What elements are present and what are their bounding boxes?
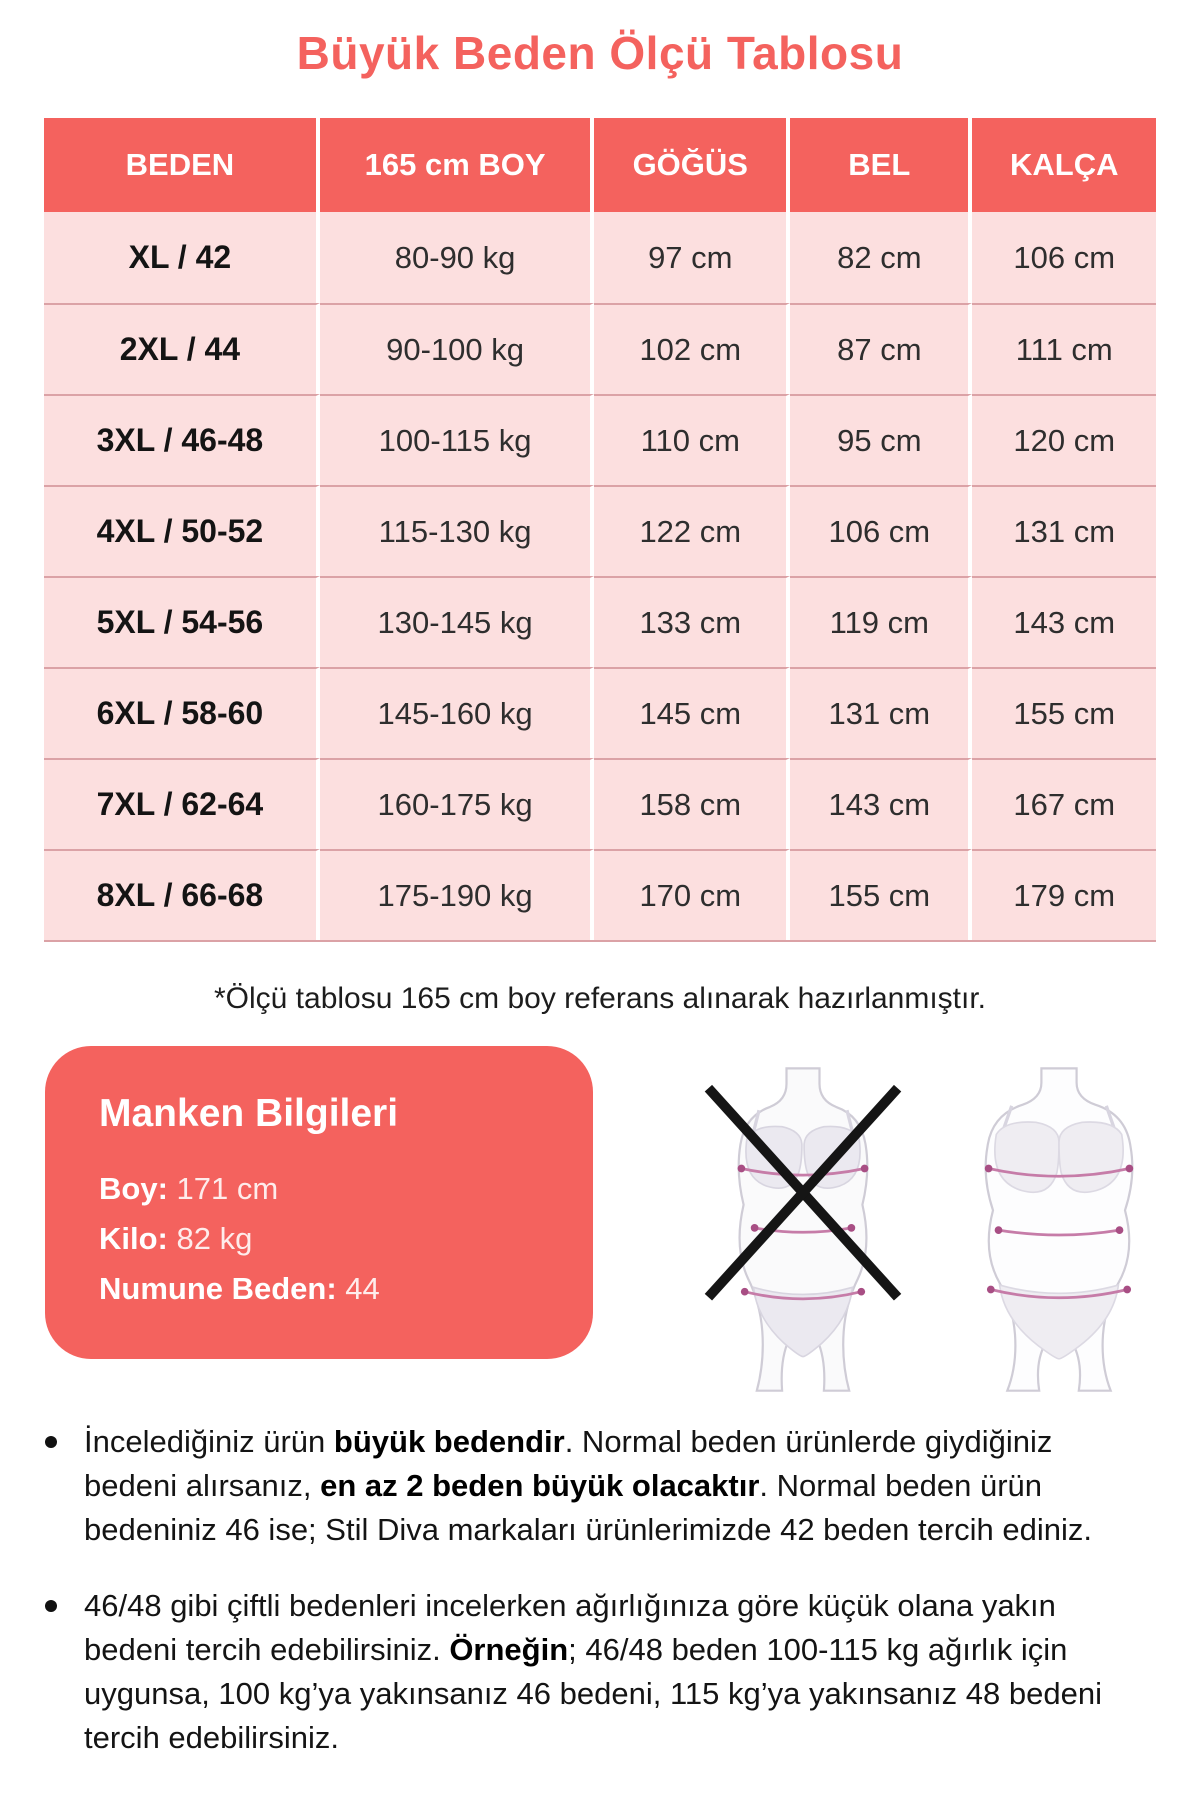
cross-out-icon	[704, 1084, 902, 1301]
table-row: 8XL / 66-68 175-190 kg 170 cm 155 cm 179 cm	[44, 849, 1156, 940]
measurement-cell: 110 cm	[594, 394, 791, 485]
measurement-cell: 170 cm	[594, 849, 791, 940]
measurement-cell: 120 cm	[972, 394, 1156, 485]
measurement-cell: 82 cm	[790, 212, 973, 303]
table-row: 2XL / 44 90-100 kg 102 cm 87 cm 111 cm	[44, 303, 1156, 394]
measurement-cell: 145 cm	[594, 667, 791, 758]
measurement-cell: 115-130 kg	[319, 485, 595, 576]
measurement-cell: 175-190 kg	[319, 849, 595, 940]
column-header: KALÇA	[972, 118, 1156, 212]
measurement-cell: 160-175 kg	[319, 758, 595, 849]
model-info-title: Manken Bilgileri	[99, 1092, 399, 1135]
wrong-fit-figure	[688, 1064, 918, 1394]
model-info-label: Numune Beden:	[99, 1271, 337, 1307]
size-cell: 8XL / 66-68	[44, 849, 320, 940]
measurement-cell: 122 cm	[594, 485, 791, 576]
measurement-cell: 133 cm	[594, 576, 791, 667]
measurement-cell: 130-145 kg	[319, 576, 595, 667]
info-bullets: İncelediğiniz ürün büyük bedendir. Norma…	[42, 1420, 1140, 1760]
header-row: BEDEN 165 cm BOY GÖĞÜS BEL KALÇA	[44, 118, 1156, 212]
column-header: 165 cm BOY	[319, 118, 595, 212]
correct-fit-figure	[944, 1064, 1174, 1394]
size-cell: 5XL / 54-56	[44, 576, 320, 667]
page-title: Büyük Beden Ölçü Tablosu	[296, 27, 904, 79]
size-cell: 3XL / 46-48	[44, 394, 320, 485]
size-cell: 6XL / 58-60	[44, 667, 320, 758]
size-cell: 2XL / 44	[44, 303, 320, 394]
measurement-cell: 179 cm	[972, 849, 1156, 940]
measurement-cell: 167 cm	[972, 758, 1156, 849]
measurement-cell: 111 cm	[972, 303, 1156, 394]
model-info-line: Numune Beden: 44	[99, 1264, 543, 1314]
table-row: 3XL / 46-48 100-115 kg 110 cm 95 cm 120 cm	[44, 394, 1156, 485]
list-item: 46/48 gibi çiftli bedenleri incelerken a…	[42, 1584, 1140, 1760]
model-info-label: Kilo:	[99, 1221, 168, 1257]
table-row: 6XL / 58-60 145-160 kg 145 cm 131 cm 155 cm	[44, 667, 1156, 758]
fit-figures	[688, 1046, 1174, 1394]
measurement-cell: 102 cm	[594, 303, 791, 394]
measurement-cell: 97 cm	[594, 212, 791, 303]
model-info-line: Boy: 171 cm	[99, 1164, 543, 1214]
measurement-cell: 100-115 kg	[319, 394, 595, 485]
measurement-cell: 131 cm	[790, 667, 973, 758]
measurement-cell: 80-90 kg	[319, 212, 595, 303]
measurement-cell: 106 cm	[972, 212, 1156, 303]
size-cell: 7XL / 62-64	[44, 758, 320, 849]
measurement-cell: 87 cm	[790, 303, 973, 394]
model-info-value: 82 kg	[167, 1221, 253, 1257]
model-info-fields: Boy: 171 cm Kilo: 82 kg Numune Beden: 44	[99, 1164, 543, 1315]
size-table-body: XL / 42 80-90 kg 97 cm 82 cm 106 cm 2XL / 44 9…	[44, 212, 1156, 940]
size-cell: 4XL / 50-52	[44, 485, 320, 576]
measurement-cell: 143 cm	[790, 758, 973, 849]
table-note: *Ölçü tablosu 165 cm boy referans alınar…	[213, 982, 987, 1015]
model-info-section: Manken Bilgileri Boy: 171 cm Kilo: 82 kg N…	[0, 1046, 1200, 1394]
size-table-header: BEDEN 165 cm BOY GÖĞÜS BEL KALÇA	[44, 118, 1156, 212]
measurement-cell: 143 cm	[972, 576, 1156, 667]
table-row: 5XL / 54-56 130-145 kg 133 cm 119 cm 143 cm	[44, 576, 1156, 667]
measurement-cell: 155 cm	[972, 667, 1156, 758]
model-info-line: Kilo: 82 kg	[99, 1214, 543, 1264]
measurement-cell: 119 cm	[790, 576, 973, 667]
model-info-label: Boy:	[99, 1171, 168, 1206]
plus-size-body-icon	[984, 1067, 1134, 1392]
measurement-cell: 106 cm	[790, 485, 973, 576]
measurement-cell: 145-160 kg	[319, 667, 595, 758]
size-cell: XL / 42	[44, 212, 320, 303]
model-info-value: 44	[336, 1271, 380, 1307]
column-header: BEL	[790, 118, 973, 212]
column-header: GÖĞÜS	[594, 118, 791, 212]
table-row: 7XL / 62-64 160-175 kg 158 cm 143 cm 167 cm	[44, 758, 1156, 849]
measurement-cell: 90-100 kg	[319, 303, 595, 394]
measurement-cell: 95 cm	[790, 394, 973, 485]
list-item: İncelediğiniz ürün büyük bedendir. Norma…	[42, 1420, 1140, 1552]
model-info-value: 171 cm	[167, 1171, 279, 1206]
column-header: BEDEN	[44, 118, 320, 212]
measurement-cell: 131 cm	[972, 485, 1156, 576]
measurement-cell: 155 cm	[790, 849, 973, 940]
model-info-card: Manken Bilgileri Boy: 171 cm Kilo: 82 kg N…	[45, 1046, 593, 1359]
table-row: 4XL / 50-52 115-130 kg 122 cm 106 cm 131 cm	[44, 485, 1156, 576]
table-row: XL / 42 80-90 kg 97 cm 82 cm 106 cm	[44, 212, 1156, 303]
size-table: BEDEN 165 cm BOY GÖĞÜS BEL KALÇA XL / 42 80-9…	[44, 118, 1156, 942]
measurement-cell: 158 cm	[594, 758, 791, 849]
